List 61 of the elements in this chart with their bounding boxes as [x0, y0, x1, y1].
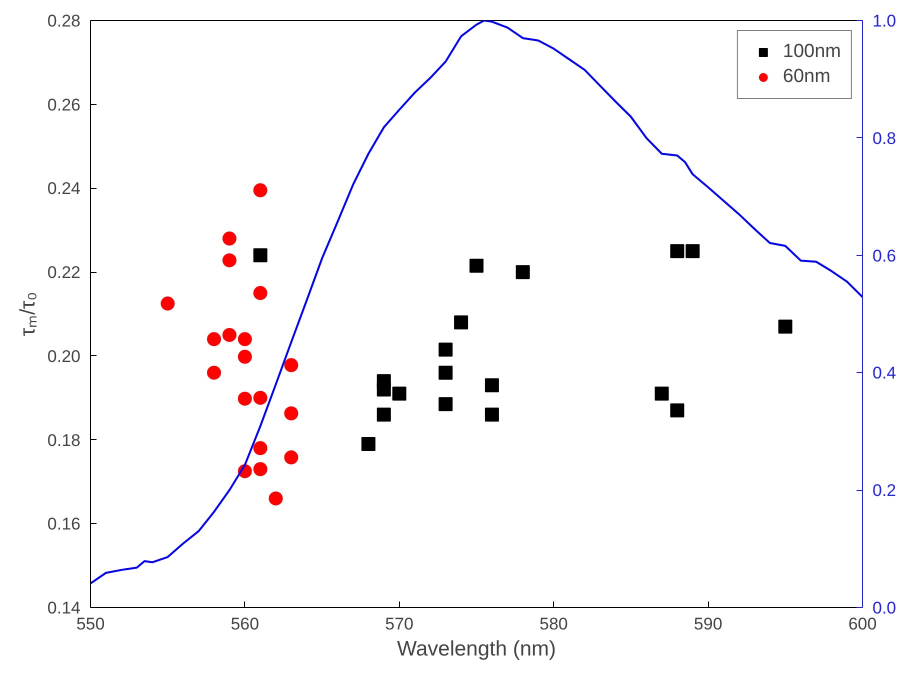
y2-tick-label: 1.0: [872, 12, 896, 30]
y-tick-label: 0.28: [47, 12, 81, 30]
y-tick-label: 0.14: [47, 598, 81, 618]
point: [438, 342, 453, 357]
point: [222, 232, 236, 246]
point: [222, 328, 236, 342]
point: [253, 248, 268, 262]
point: [160, 296, 175, 311]
y-tick-label: 0.26: [47, 95, 81, 114]
x-axis-title: Wavelength (nm): [396, 638, 556, 660]
x-tick-label: 600: [848, 614, 877, 634]
point: [238, 332, 252, 346]
line-series: [90, 20, 862, 584]
legend-label: 100nm: [782, 41, 841, 63]
point: [686, 244, 700, 258]
point: [284, 406, 298, 420]
point: [253, 183, 268, 198]
point: [670, 403, 684, 418]
y2-tick-label: 0.8: [872, 128, 896, 148]
point: [253, 390, 268, 405]
point: [670, 244, 684, 258]
point: [207, 366, 222, 380]
point: [207, 332, 222, 346]
point: [438, 397, 453, 412]
point: [438, 366, 453, 380]
y2-tick-label: 0.6: [872, 246, 896, 266]
point: [253, 286, 268, 300]
point: [376, 382, 391, 396]
point: [392, 386, 406, 401]
point: [238, 392, 252, 406]
point: [253, 462, 268, 476]
x-tick-label: 590: [694, 614, 722, 634]
point: [284, 358, 298, 372]
point: [470, 258, 484, 273]
y2-tick-label: 0.2: [872, 481, 896, 500]
point: [454, 315, 468, 330]
y-tick-label: 0.24: [47, 179, 81, 198]
y-axis-title: τₘ/τ₀: [16, 292, 40, 336]
point: [284, 450, 298, 464]
x-tick-label: 550: [76, 614, 105, 634]
legend-label: 60nm: [782, 66, 830, 88]
y-tick-label: 0.16: [47, 514, 81, 534]
x-tick-label: 580: [540, 614, 568, 634]
point: [376, 408, 391, 422]
point: [484, 378, 499, 392]
x-tick-label: 570: [385, 614, 414, 634]
point: [268, 492, 283, 506]
point: [222, 253, 236, 268]
x-tick-label: 560: [230, 614, 260, 634]
y-tick-label: 0.18: [47, 430, 81, 450]
point: [516, 265, 530, 280]
y-tick-label: 0.20: [47, 346, 81, 366]
point: [654, 386, 669, 401]
point: [238, 350, 252, 364]
y-tick-label: 0.22: [47, 263, 81, 282]
point: [778, 320, 792, 334]
y2-tick-label: 0.4: [872, 364, 896, 383]
point: [253, 441, 268, 456]
point: [484, 408, 499, 422]
y2-tick-label: 0.0: [872, 598, 896, 618]
point: [361, 436, 376, 451]
